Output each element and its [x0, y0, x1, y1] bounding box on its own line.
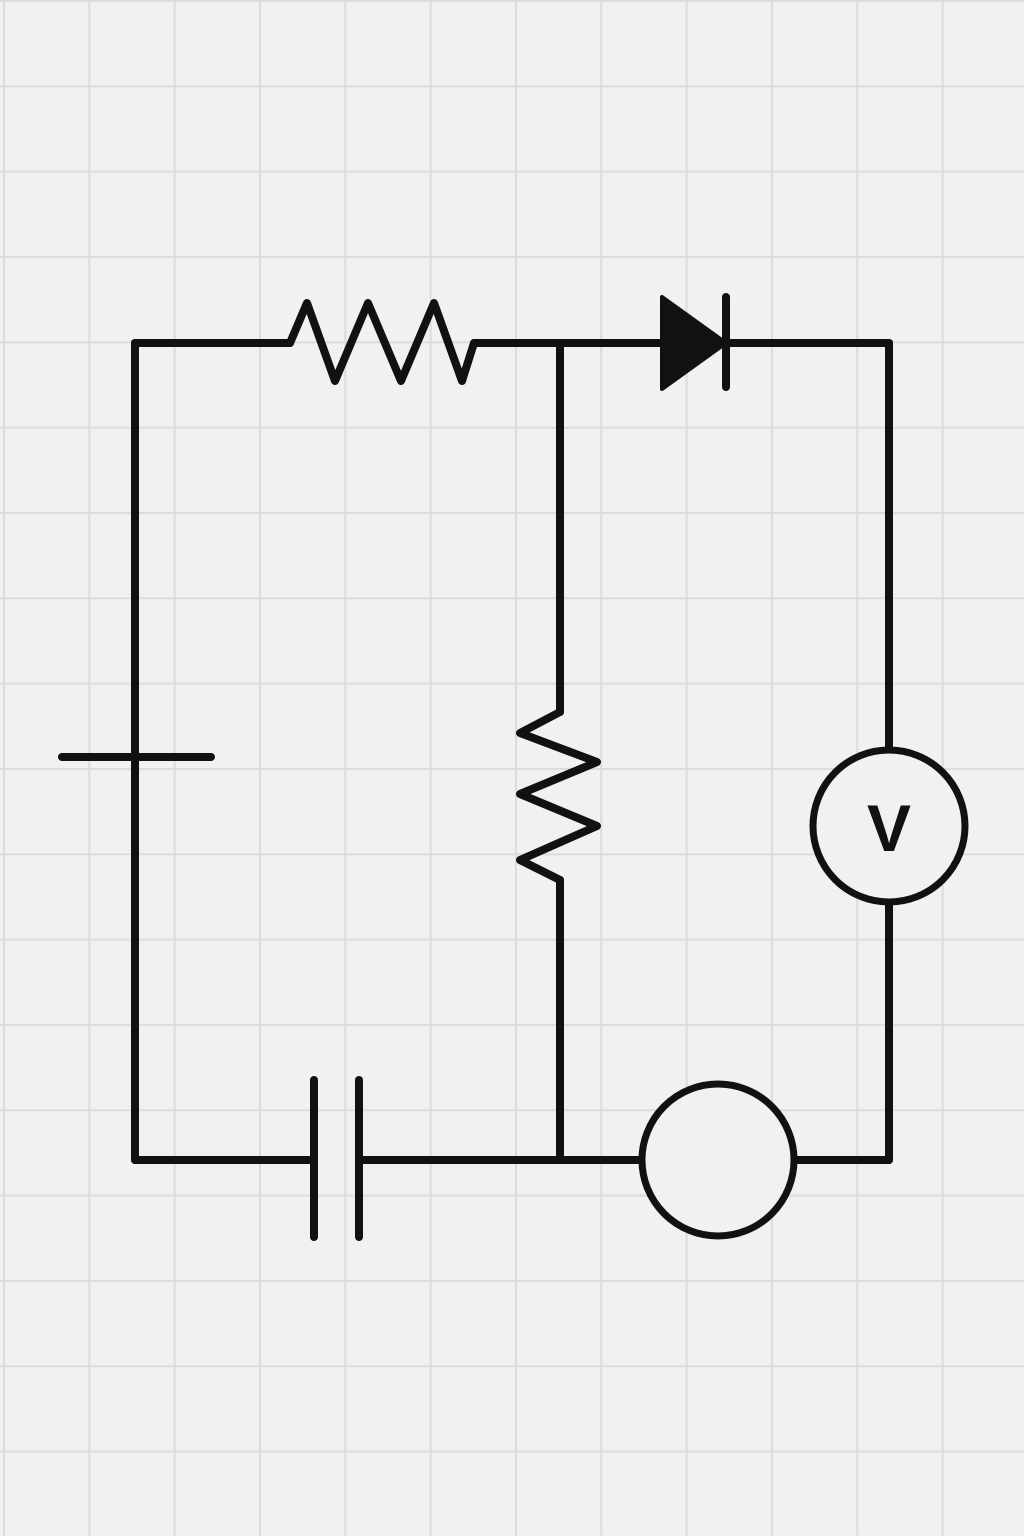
voltmeter-circle — [809, 746, 969, 906]
resistor-middle-symbol — [516, 708, 601, 884]
wires — [131, 339, 893, 1164]
resistor-top-symbol — [286, 299, 478, 385]
diode-symbol — [660, 293, 730, 391]
meter-blank-symbol — [638, 1080, 798, 1240]
voltmeter-label: V — [867, 791, 911, 865]
diode-triangle — [660, 295, 728, 391]
voltmeter-symbol: V — [809, 746, 969, 906]
meter-blank-circle — [638, 1080, 798, 1240]
capacitor-symbol — [310, 1076, 363, 1241]
